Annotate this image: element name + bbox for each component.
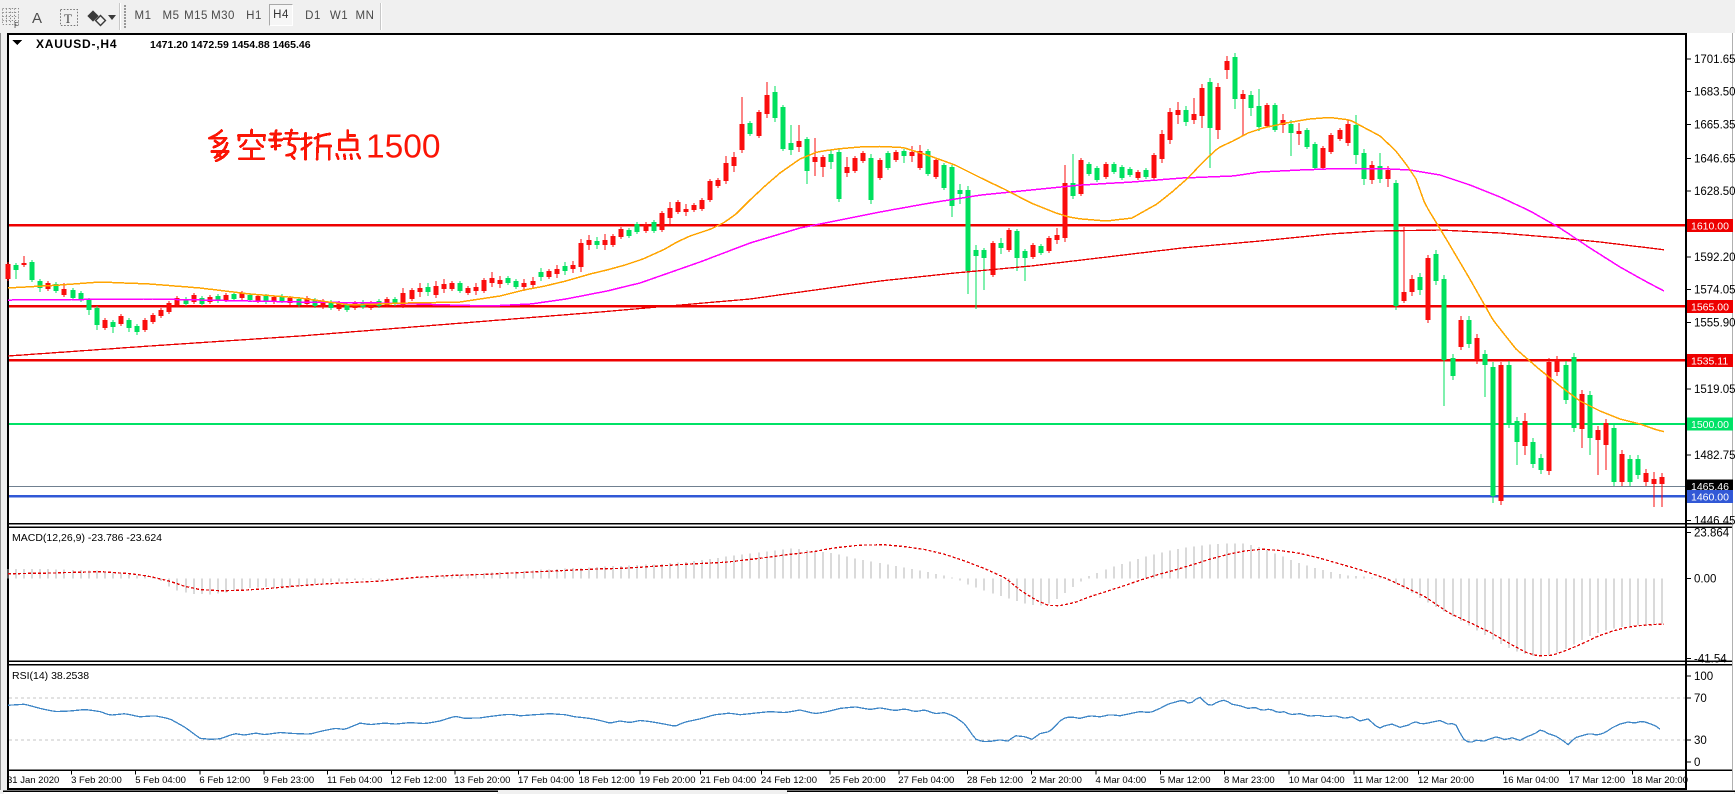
svg-text:T: T [64, 11, 72, 26]
svg-text:4 Mar 04:00: 4 Mar 04:00 [1096, 775, 1147, 786]
svg-text:1535.11: 1535.11 [1691, 356, 1728, 368]
svg-text:RSI(14) 38.2538: RSI(14) 38.2538 [12, 670, 89, 682]
svg-text:25 Feb 20:00: 25 Feb 20:00 [830, 775, 886, 786]
svg-text:6 Feb 12:00: 6 Feb 12:00 [199, 775, 250, 786]
svg-text:19 Feb 20:00: 19 Feb 20:00 [640, 775, 696, 786]
svg-text:18 Feb 12:00: 18 Feb 12:00 [579, 775, 635, 786]
svg-text:1446.45: 1446.45 [1694, 515, 1735, 527]
svg-text:11 Mar 12:00: 11 Mar 12:00 [1353, 775, 1408, 786]
svg-text:16 Mar 04:00: 16 Mar 04:00 [1503, 775, 1559, 786]
svg-text:1519.05: 1519.05 [1694, 384, 1735, 396]
svg-text:24 Feb 12:00: 24 Feb 12:00 [761, 775, 817, 786]
svg-text:1471.20 1472.59 1454.88 1465.4: 1471.20 1472.59 1454.88 1465.46 [150, 39, 311, 51]
svg-text:A: A [32, 10, 42, 27]
svg-text:XAUUSD-,H4: XAUUSD-,H4 [36, 37, 117, 51]
svg-text:5 Mar 12:00: 5 Mar 12:00 [1160, 775, 1211, 786]
svg-text:0: 0 [1694, 757, 1700, 769]
svg-text:100: 100 [1694, 671, 1713, 683]
svg-text:17 Feb 04:00: 17 Feb 04:00 [518, 775, 574, 786]
svg-text:18 Mar 20:00: 18 Mar 20:00 [1632, 775, 1688, 786]
svg-text:1628.50: 1628.50 [1694, 186, 1735, 198]
svg-text:17 Mar 12:00: 17 Mar 12:00 [1569, 775, 1625, 786]
svg-text:11 Feb 04:00: 11 Feb 04:00 [327, 775, 382, 786]
svg-text:1665.35: 1665.35 [1694, 120, 1735, 132]
svg-text:0.00: 0.00 [1694, 573, 1716, 585]
svg-text:1460.00: 1460.00 [1691, 492, 1729, 504]
svg-text:1610.00: 1610.00 [1691, 221, 1729, 233]
svg-text:21 Feb 04:00: 21 Feb 04:00 [700, 775, 756, 786]
svg-text:5 Feb 04:00: 5 Feb 04:00 [135, 775, 186, 786]
svg-text:1555.90: 1555.90 [1694, 317, 1735, 329]
svg-text:27 Feb 04:00: 27 Feb 04:00 [898, 775, 954, 786]
svg-text:1482.75: 1482.75 [1694, 450, 1735, 462]
svg-text:13 Feb 20:00: 13 Feb 20:00 [454, 775, 510, 786]
svg-text:1500: 1500 [366, 129, 441, 166]
svg-text:12 Feb 12:00: 12 Feb 12:00 [391, 775, 447, 786]
svg-text:12 Mar 20:00: 12 Mar 20:00 [1418, 775, 1474, 786]
svg-text:F: F [14, 21, 19, 30]
svg-text:1565.00: 1565.00 [1691, 302, 1729, 314]
svg-text:-41.54: -41.54 [1694, 653, 1727, 665]
svg-text:2 Mar 20:00: 2 Mar 20:00 [1031, 775, 1082, 786]
svg-text:31 Jan 2020: 31 Jan 2020 [7, 775, 59, 786]
svg-text:70: 70 [1694, 693, 1707, 705]
svg-text:1646.65: 1646.65 [1694, 153, 1735, 165]
svg-text:1701.65: 1701.65 [1694, 54, 1735, 66]
svg-text:10 Mar 04:00: 10 Mar 04:00 [1289, 775, 1345, 786]
svg-text:1592.20: 1592.20 [1694, 252, 1735, 264]
svg-text:3 Feb 20:00: 3 Feb 20:00 [71, 775, 122, 786]
svg-text:MACD(12,26,9) -23.786 -23.624: MACD(12,26,9) -23.786 -23.624 [12, 532, 162, 544]
svg-text:23.864: 23.864 [1694, 528, 1730, 540]
svg-text:9 Feb 23:00: 9 Feb 23:00 [264, 775, 315, 786]
svg-text:1500.00: 1500.00 [1691, 419, 1729, 431]
svg-text:1574.05: 1574.05 [1694, 285, 1735, 297]
svg-text:1683.50: 1683.50 [1694, 87, 1735, 99]
svg-text:28 Feb 12:00: 28 Feb 12:00 [967, 775, 1023, 786]
svg-text:30: 30 [1694, 735, 1707, 747]
svg-text:8 Mar 23:00: 8 Mar 23:00 [1224, 775, 1275, 786]
